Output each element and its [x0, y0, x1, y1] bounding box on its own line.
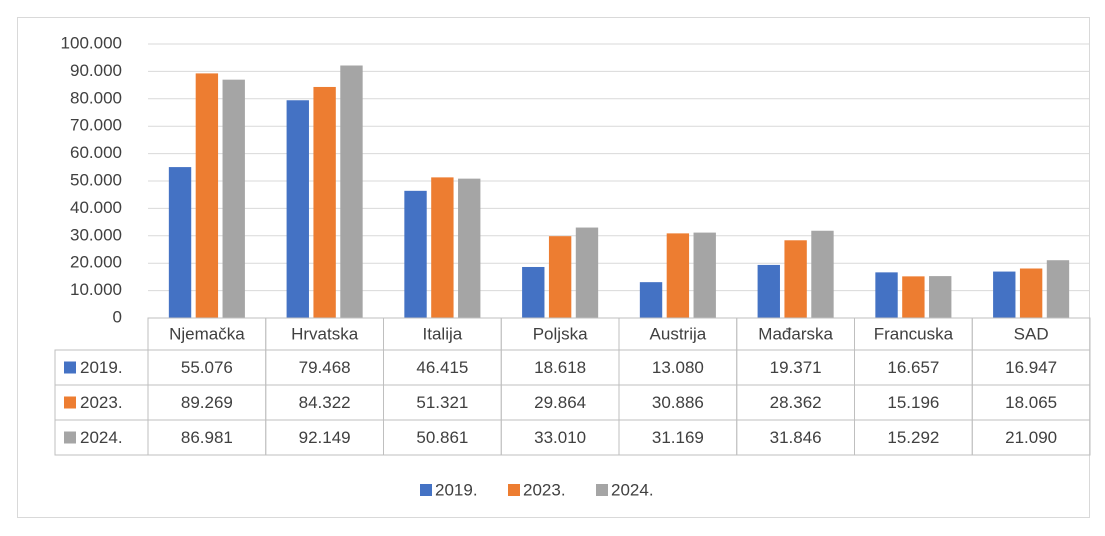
- legend-key: [64, 361, 76, 374]
- table-value: 31.169: [652, 428, 704, 447]
- table-value: 33.010: [534, 428, 586, 447]
- y-tick-label: 20.000: [70, 253, 122, 272]
- series-label: 2019.: [80, 358, 123, 377]
- table-value: 92.149: [299, 428, 351, 447]
- table-value: 29.864: [534, 393, 586, 412]
- table-value: 89.269: [181, 393, 233, 412]
- y-tick-label: 70.000: [70, 116, 122, 135]
- table-value: 79.468: [299, 358, 351, 377]
- bar: [222, 79, 245, 318]
- legend-label: 2019.: [435, 480, 478, 499]
- series-label: 2024.: [80, 428, 123, 447]
- table-value: 50.861: [416, 428, 468, 447]
- table-value: 84.322: [299, 393, 351, 412]
- bar: [313, 86, 336, 318]
- y-tick-label: 90.000: [70, 61, 122, 80]
- legend-key: [420, 484, 432, 496]
- y-tick-label: 40.000: [70, 198, 122, 217]
- bar: [458, 178, 481, 318]
- bar: [666, 233, 690, 318]
- bar: [548, 236, 572, 318]
- table-value: 30.886: [652, 393, 704, 412]
- table-value: 13.080: [652, 358, 704, 377]
- y-tick-label: 80.000: [70, 88, 122, 107]
- category-label: Francuska: [874, 324, 954, 343]
- bar: [811, 230, 834, 318]
- bar: [431, 177, 454, 318]
- table-value: 28.362: [770, 393, 822, 412]
- bar: [757, 264, 780, 318]
- category-label: Mađarska: [758, 324, 833, 343]
- y-tick-label: 10.000: [70, 280, 122, 299]
- table-value: 16.947: [1005, 358, 1057, 377]
- table-cell: [971, 419, 1091, 456]
- bar: [168, 167, 192, 318]
- bar: [195, 73, 219, 318]
- table-value: 15.292: [887, 428, 939, 447]
- bar: [902, 276, 925, 318]
- bar: [784, 240, 807, 318]
- bar: [1019, 268, 1043, 318]
- table-value: 15.196: [887, 393, 939, 412]
- category-label: Poljska: [533, 324, 588, 343]
- category-label: Njemačka: [169, 324, 245, 343]
- table-value: 16.657: [887, 358, 939, 377]
- bar: [639, 282, 663, 318]
- category-label: Austrija: [650, 324, 707, 343]
- bar: [286, 100, 309, 318]
- table-value: 21.090: [1005, 428, 1057, 447]
- legend-label: 2023.: [523, 480, 566, 499]
- legend-key: [64, 431, 76, 444]
- table-value: 31.846: [770, 428, 822, 447]
- bar: [693, 232, 716, 318]
- table-value: 51.321: [416, 393, 468, 412]
- table-value: 18.618: [534, 358, 586, 377]
- bar: [340, 65, 363, 318]
- table-value: 86.981: [181, 428, 233, 447]
- y-tick-label: 60.000: [70, 143, 122, 162]
- bar: [993, 271, 1016, 318]
- legend-key: [596, 484, 608, 496]
- bar: [929, 276, 952, 318]
- bar: [875, 272, 898, 318]
- category-label: Italija: [423, 324, 463, 343]
- bar: [575, 227, 599, 318]
- category-label: SAD: [1014, 324, 1049, 343]
- table-value: 46.415: [416, 358, 468, 377]
- bar: [522, 266, 545, 318]
- legend-label: 2024.: [611, 480, 654, 499]
- table-value: 18.065: [1005, 393, 1057, 412]
- series-label: 2023.: [80, 393, 123, 412]
- category-label: Hrvatska: [291, 324, 359, 343]
- table-value: 55.076: [181, 358, 233, 377]
- y-tick-label: 100.000: [61, 33, 122, 52]
- y-tick-label: 0: [113, 307, 122, 326]
- table-value: 19.371: [770, 358, 822, 377]
- y-tick-label: 50.000: [70, 170, 122, 189]
- y-tick-label: 30.000: [70, 225, 122, 244]
- bar: [1046, 260, 1070, 318]
- bar: [404, 190, 427, 318]
- legend-key: [508, 484, 520, 496]
- legend-key: [64, 396, 76, 409]
